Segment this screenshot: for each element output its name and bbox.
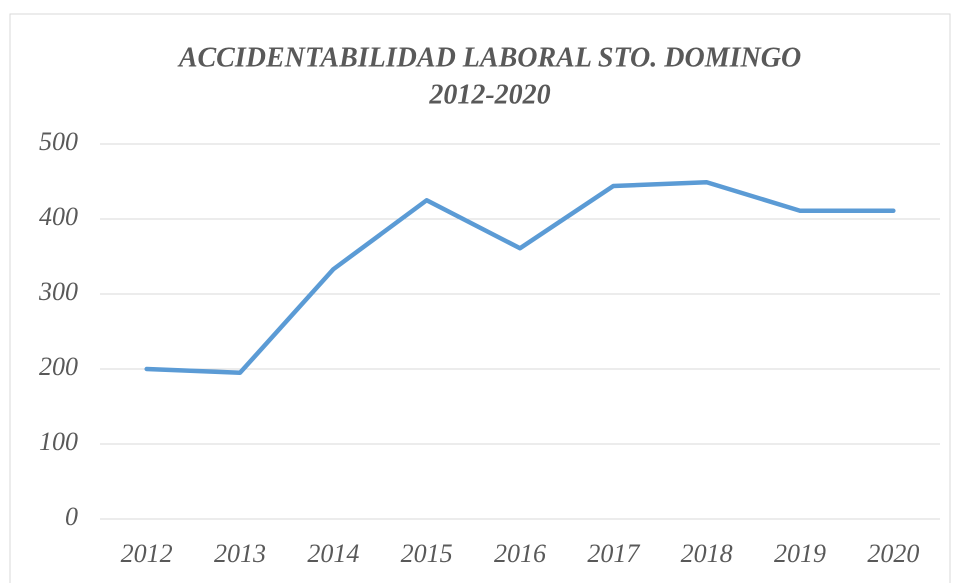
x-tick-label: 2020 [867, 539, 919, 568]
y-tick-label: 500 [39, 127, 78, 156]
x-tick-label: 2018 [681, 539, 733, 568]
y-tick-label: 100 [39, 427, 78, 456]
x-tick-label: 2015 [401, 539, 453, 568]
x-tick-label: 2012 [121, 539, 173, 568]
x-tick-label: 2016 [494, 539, 546, 568]
x-tick-label: 2014 [307, 539, 359, 568]
y-tick-label: 200 [39, 352, 78, 381]
y-tick-label: 300 [38, 277, 78, 306]
chart-frame [9, 13, 951, 583]
x-tick-label: 2019 [774, 539, 826, 568]
x-tick-label: 2017 [587, 539, 640, 568]
line-series [144, 180, 896, 375]
y-tick-label: 0 [65, 502, 78, 531]
x-tick-label: 2013 [214, 539, 266, 568]
chart-title: ACCIDENTABILIDAD LABORAL STO. DOMINGO [177, 42, 801, 73]
chart-subtitle: 2012-2020 [428, 79, 550, 110]
y-tick-label: 400 [39, 202, 78, 231]
